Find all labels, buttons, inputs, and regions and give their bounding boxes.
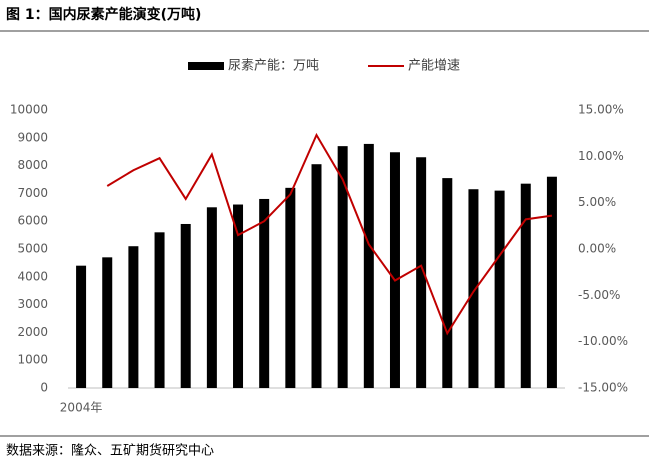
bar	[494, 190, 505, 388]
bar	[442, 178, 453, 388]
source: 数据来源：隆众、五矿期货研究中心	[6, 443, 214, 459]
x-tick-label: 2004年	[60, 401, 103, 415]
line	[106, 132, 553, 336]
legend-label: 尿素产能：万吨	[228, 59, 319, 74]
y2-tick-label: -5.00%	[578, 288, 620, 302]
y-tick-label: 2000	[17, 325, 48, 339]
bar	[102, 257, 113, 388]
y-tick-label: 5000	[17, 242, 48, 256]
bar	[416, 157, 427, 388]
bar	[206, 207, 217, 388]
bar	[337, 146, 348, 388]
y2-tick-label: 0.00%	[578, 242, 616, 256]
bar	[520, 183, 531, 388]
chart-title: 图 1：国内尿素产能演变(万吨)	[6, 6, 201, 23]
y2-tick-label: 15.00%	[578, 103, 624, 117]
y-tick-label: 10000	[10, 103, 48, 117]
y2-tick-label: 10.00%	[578, 149, 624, 163]
y-tick-label: 3000	[17, 297, 48, 311]
bar	[311, 164, 322, 388]
y-tick-label: 6000	[17, 214, 48, 228]
legend-swatch	[188, 62, 224, 70]
bar	[180, 223, 191, 388]
bar	[546, 176, 557, 388]
y-tick-label: 0	[40, 381, 48, 395]
y-tick-label: 9000	[17, 130, 48, 144]
bar	[76, 265, 87, 388]
bar	[154, 232, 165, 388]
bar	[233, 204, 244, 388]
y-tick-label: 1000	[17, 353, 48, 367]
y-tick-label: 4000	[17, 269, 48, 283]
y-tick-label: 8000	[17, 158, 48, 172]
bar	[128, 246, 139, 388]
legend-label: 产能增速	[408, 59, 460, 74]
bar	[363, 143, 374, 388]
bar	[389, 152, 400, 388]
bar	[259, 198, 270, 388]
y-tick-label: 7000	[17, 186, 48, 200]
bar	[285, 187, 296, 388]
bar	[468, 189, 479, 388]
y2-tick-label: -15.00%	[578, 381, 628, 395]
y2-tick-label: 5.00%	[578, 195, 616, 209]
y2-tick-label: -10.00%	[578, 334, 628, 348]
